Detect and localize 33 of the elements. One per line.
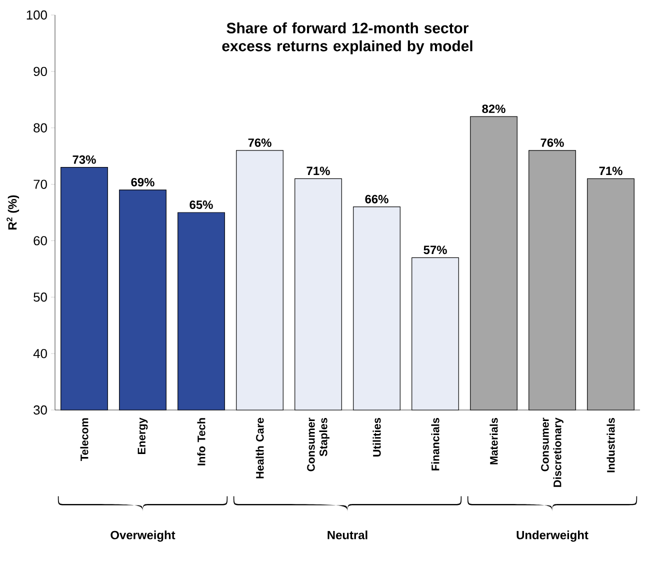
x-tick-label: Materials: [490, 418, 498, 464]
x-tick-label: Info Tech: [197, 418, 206, 466]
x-tick-label: Telecom: [80, 418, 88, 462]
y-tick-label: 100: [26, 10, 47, 20]
data-label: 71%: [599, 166, 622, 176]
x-tick-label: Consumer Discretionary: [541, 418, 564, 487]
data-label: 65%: [190, 200, 213, 209]
data-label: 69%: [131, 178, 154, 186]
y-axis-title: R$^{2}$ (%): [6, 195, 20, 230]
y-tick-label: 80: [34, 123, 47, 132]
y-tick-label: 60: [34, 236, 47, 246]
x-tick-label: Energy: [138, 418, 148, 454]
text: Underweight: [516, 530, 588, 542]
x-tick-label: Industrials: [606, 418, 615, 472]
y-tick-label: 50: [34, 292, 47, 302]
data-label: 73%: [72, 155, 96, 164]
data-label: 66%: [365, 194, 388, 204]
x-tick-label: Financials: [431, 418, 440, 470]
y-tick-label: 40: [33, 348, 47, 358]
text: Overweight: [110, 530, 176, 542]
text: Share of forward 12-month sector excess returns explained by model: [222, 22, 472, 54]
data-label: 76%: [248, 138, 272, 147]
y-tick-label: 90: [34, 66, 47, 76]
data-label: 76%: [540, 138, 564, 147]
text: Neutral: [328, 530, 368, 540]
x-tick-label: Health Care: [256, 418, 264, 478]
data-label: 71%: [306, 166, 330, 176]
y-tick-label: 30: [34, 405, 47, 415]
x-tick-label: Utilities: [372, 418, 381, 456]
y-tick-label: 70: [34, 180, 47, 189]
x-tick-label: Consumer Staples: [307, 418, 330, 472]
data-label: 57%: [424, 246, 447, 254]
data-label: 82%: [482, 104, 506, 114]
